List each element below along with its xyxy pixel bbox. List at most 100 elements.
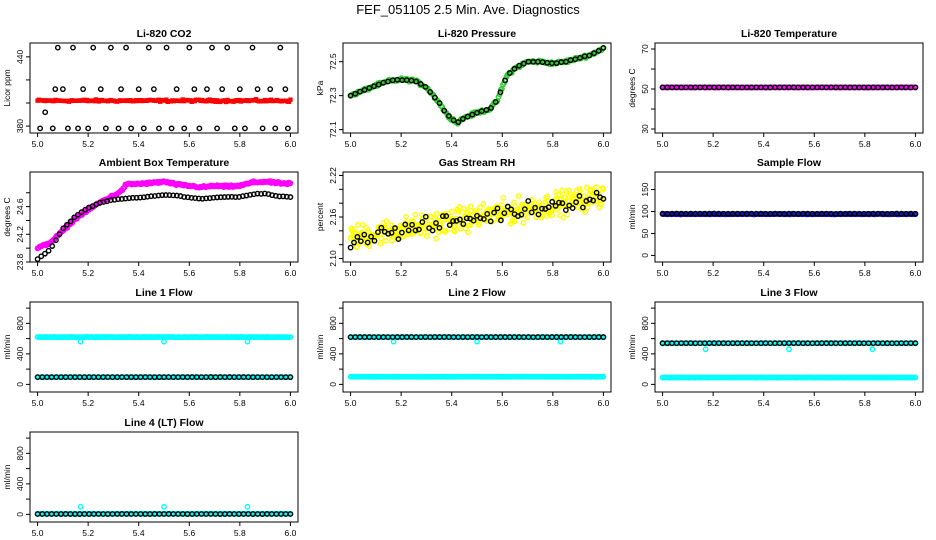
data-point xyxy=(161,503,167,510)
data-point xyxy=(491,209,497,216)
plot-area xyxy=(34,333,294,381)
data-point xyxy=(912,340,919,347)
data-point xyxy=(272,125,279,132)
plot-frame xyxy=(654,171,924,263)
data-point xyxy=(501,210,508,217)
series-average xyxy=(35,97,293,105)
data-point xyxy=(600,334,607,340)
data-point xyxy=(457,216,463,223)
plot-area xyxy=(35,44,293,132)
data-point xyxy=(54,44,61,51)
data-point xyxy=(582,209,589,216)
data-point xyxy=(42,250,48,257)
data-point xyxy=(431,94,438,101)
data-point xyxy=(49,243,56,249)
x-tick-label: 5.2 xyxy=(707,139,719,149)
x-tick-label: 5.8 xyxy=(234,268,246,278)
data-point xyxy=(115,196,122,203)
data-point xyxy=(122,195,129,202)
data-point xyxy=(63,221,70,228)
y-tick-label: 50 xyxy=(640,228,650,238)
x-tick-label: 5.2 xyxy=(82,139,94,149)
x-tick-label: 5.4 xyxy=(758,398,770,408)
y-tick-label: 380 xyxy=(15,119,25,133)
x-tick-label: 6.0 xyxy=(285,398,297,408)
plot-area xyxy=(659,340,919,381)
panel-li820-pressure: Li-820 Pressure kPa 5.0 5.2 5.4 5.6 5.8 6.0 72.1… xyxy=(315,28,612,149)
data-point xyxy=(186,44,193,51)
data-point xyxy=(368,233,374,240)
x-tick-label: 5.4 xyxy=(133,528,145,538)
y-tick-label: 2.22 xyxy=(328,167,338,184)
data-point xyxy=(219,86,226,93)
y-tick-label: 400 xyxy=(640,347,650,361)
data-point xyxy=(593,189,600,196)
data-point xyxy=(80,86,86,93)
data-point xyxy=(480,216,487,222)
x-tick-label: 5.2 xyxy=(395,139,407,149)
x-tick-label: 5.0 xyxy=(345,398,357,408)
data-point xyxy=(108,44,114,51)
data-point xyxy=(538,214,545,221)
data-point xyxy=(403,214,409,220)
data-point xyxy=(388,229,395,236)
data-point xyxy=(359,221,366,228)
data-point xyxy=(129,194,136,201)
panel-title: Line 1 Flow xyxy=(135,287,193,299)
data-point xyxy=(389,237,395,244)
data-point xyxy=(375,229,381,236)
x-tick-label: 5.4 xyxy=(446,398,458,408)
data-point xyxy=(591,50,597,57)
x-tick-label: 6.0 xyxy=(285,139,297,149)
data-point xyxy=(166,192,173,199)
data-point xyxy=(225,194,232,200)
data-point xyxy=(357,88,363,95)
y-tick-label: 0 xyxy=(15,512,25,517)
data-point xyxy=(595,47,602,54)
x-tick-label: 5.2 xyxy=(707,398,719,408)
plot-frame xyxy=(654,301,924,393)
y-axis-label: kPa xyxy=(315,80,325,95)
x-tick-label: 5.4 xyxy=(446,139,458,149)
panel-title: Line 4 (LT) Flow xyxy=(124,417,204,429)
x-tick-label: 5.4 xyxy=(758,139,770,149)
data-point xyxy=(181,194,188,200)
data-point xyxy=(427,213,434,220)
data-point xyxy=(118,86,124,93)
data-point xyxy=(525,198,532,204)
data-point xyxy=(195,195,202,202)
data-point xyxy=(155,192,162,199)
data-point xyxy=(378,235,385,242)
data-point xyxy=(383,218,390,225)
x-tick-label: 6.0 xyxy=(285,528,297,538)
x-tick-label: 5.0 xyxy=(657,139,669,149)
x-tick-label: 5.2 xyxy=(395,398,407,408)
data-point xyxy=(487,218,494,225)
data-point xyxy=(559,200,566,207)
data-point xyxy=(409,221,415,228)
x-tick-label: 5.8 xyxy=(234,528,246,538)
data-point xyxy=(506,70,513,76)
data-point xyxy=(455,119,462,126)
data-point xyxy=(560,214,567,221)
data-point xyxy=(123,44,129,51)
panel-gas-stream-rh: Gas Stream RH percent 5.0 5.2 5.4 5.6 5.8 6.0 2.… xyxy=(315,157,612,278)
data-point xyxy=(528,209,535,216)
data-point xyxy=(244,338,251,345)
data-point xyxy=(352,90,359,97)
x-tick-label: 5.8 xyxy=(234,139,246,149)
y-tick-label: 0 xyxy=(15,382,25,387)
data-point xyxy=(135,86,142,93)
data-point xyxy=(148,193,155,200)
data-point xyxy=(364,239,371,246)
series-samples xyxy=(37,44,291,132)
x-tick-label: 5.6 xyxy=(808,268,820,278)
data-point xyxy=(500,195,507,201)
x-tick-label: 6.0 xyxy=(910,139,922,149)
data-point xyxy=(521,206,528,213)
plot-frame xyxy=(29,431,299,523)
y-tick-label: 2.16 xyxy=(328,208,338,225)
series-samples xyxy=(659,340,919,347)
data-point xyxy=(532,204,538,211)
series-average xyxy=(347,44,607,127)
